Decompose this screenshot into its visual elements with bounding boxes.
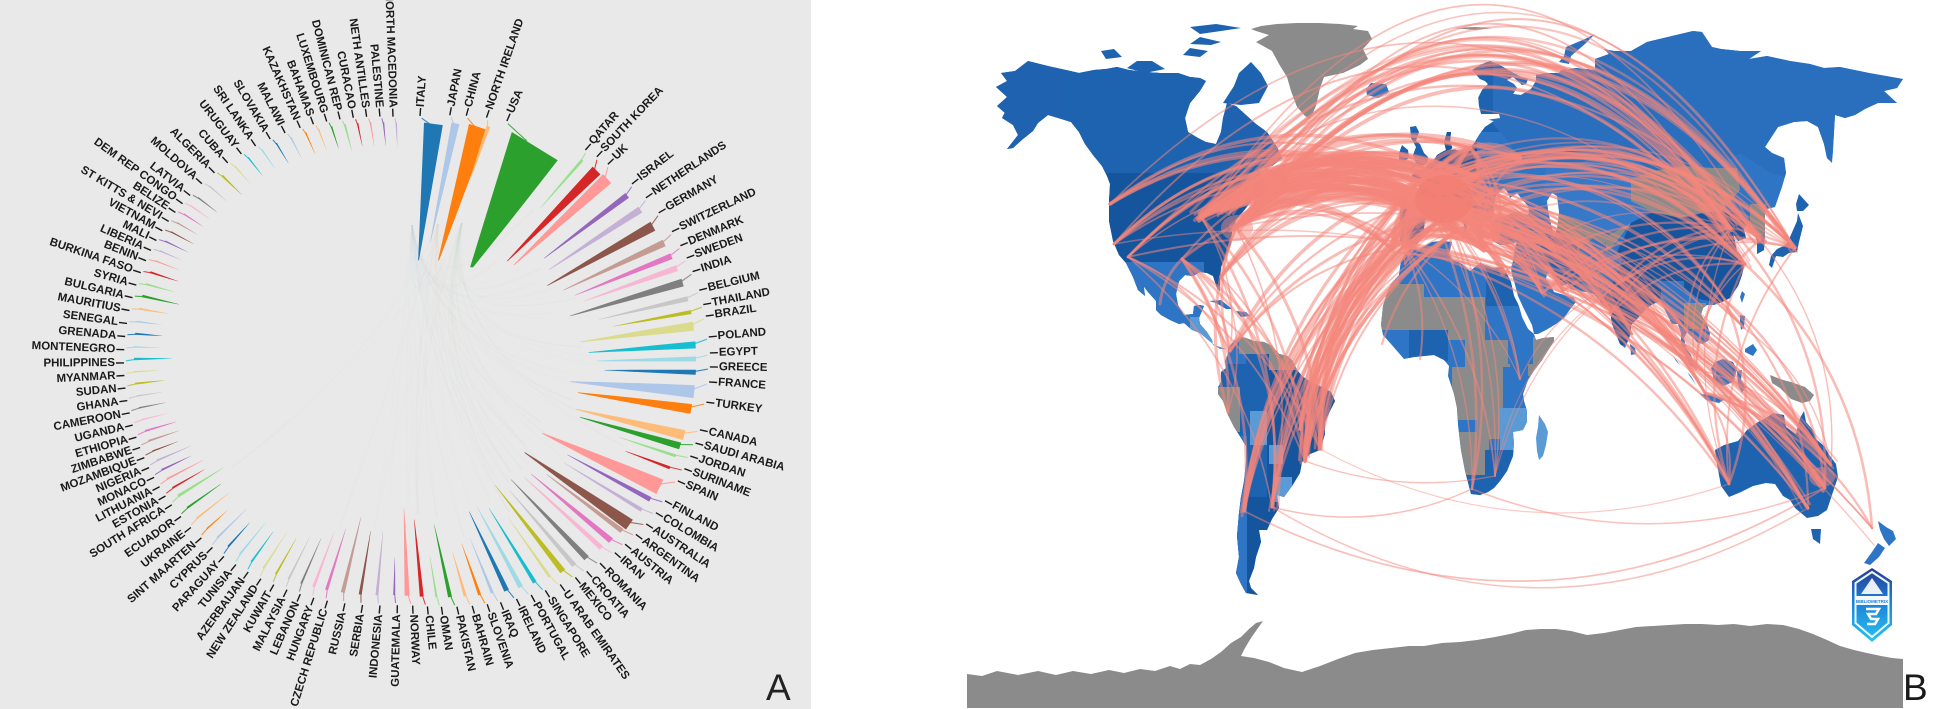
svg-text:NORTH MACEDONIA: NORTH MACEDONIA <box>382 0 398 108</box>
svg-text:MONTENEGRO: MONTENEGRO <box>31 340 115 355</box>
svg-text:PHILIPPINES: PHILIPPINES <box>43 357 115 370</box>
svg-text:GHANA: GHANA <box>76 396 119 414</box>
svg-text:PALESTINE: PALESTINE <box>367 44 385 109</box>
svg-text:GUATEMALA: GUATEMALA <box>390 614 403 687</box>
svg-text:OMAN: OMAN <box>437 615 454 652</box>
svg-text:MYANMAR: MYANMAR <box>56 370 116 385</box>
svg-text:FRANCE: FRANCE <box>718 377 767 392</box>
svg-text:GREECE: GREECE <box>719 361 768 374</box>
svg-text:SUDAN: SUDAN <box>75 383 117 399</box>
svg-text:B: B <box>1903 667 1928 708</box>
svg-text:BIBLIOMETRIX: BIBLIOMETRIX <box>1856 599 1888 604</box>
svg-text:ITALY: ITALY <box>415 75 429 107</box>
svg-text:GRENADA: GRENADA <box>58 325 117 342</box>
svg-text:CHILE: CHILE <box>422 615 438 651</box>
svg-text:INDONESIA: INDONESIA <box>368 614 386 679</box>
svg-text:NORWAY: NORWAY <box>407 614 421 665</box>
svg-text:EGYPT: EGYPT <box>719 346 758 359</box>
svg-text:POLAND: POLAND <box>717 326 766 342</box>
svg-text:A: A <box>766 667 791 708</box>
